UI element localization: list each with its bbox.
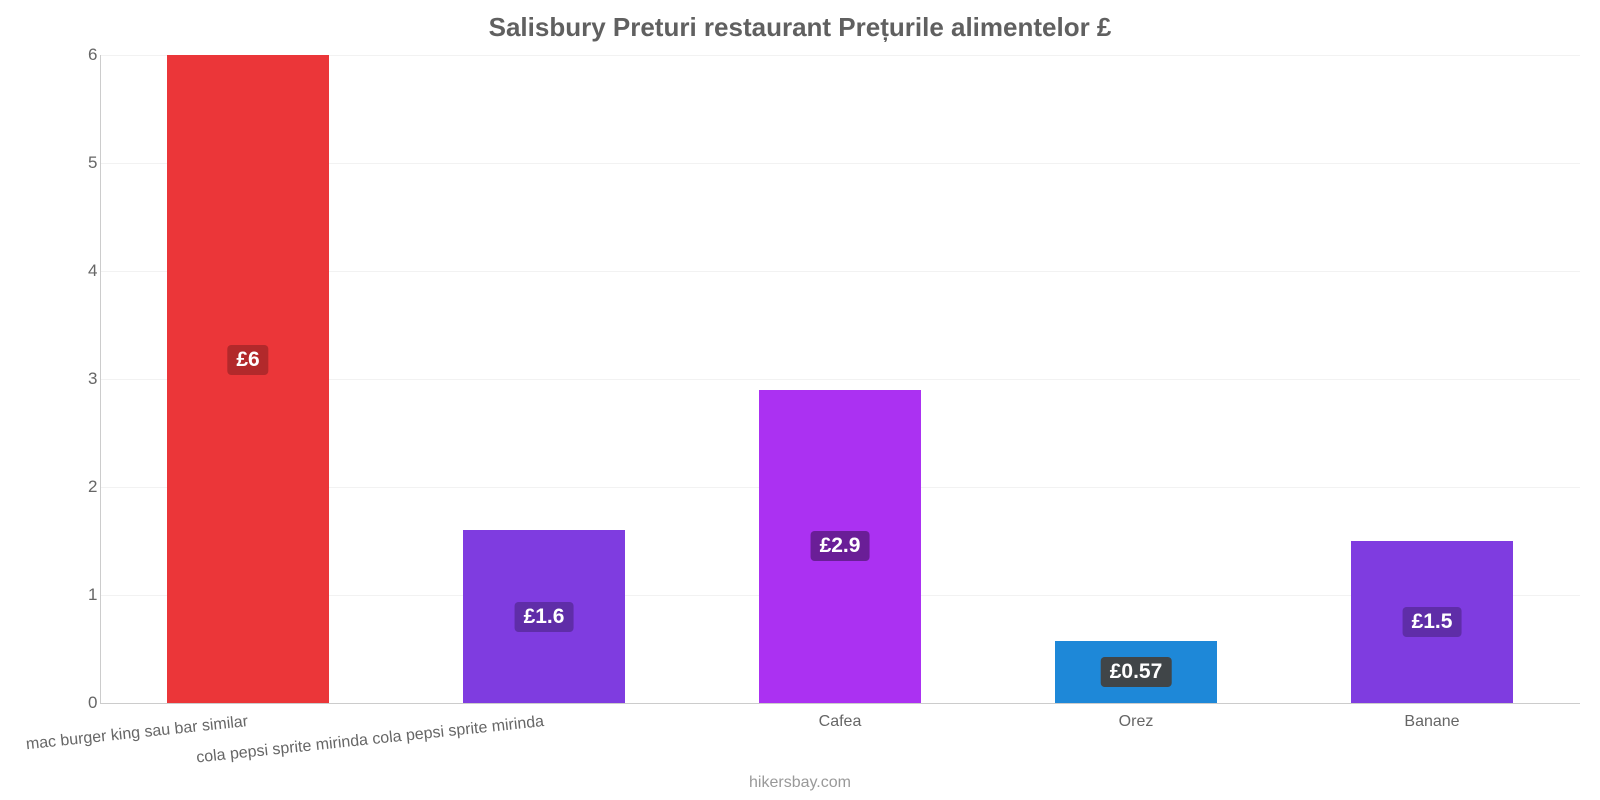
x-axis-line: [100, 703, 1580, 704]
x-tick-label: Banane: [1404, 713, 1459, 731]
plot-area: 0123456£6mac burger king sau bar similar…: [100, 55, 1580, 703]
x-tick-label: Orez: [1119, 713, 1154, 731]
bar-value-label: £1.5: [1403, 607, 1462, 637]
credit-text: hikersbay.com: [749, 774, 851, 792]
bar-value-label: £0.57: [1101, 657, 1172, 687]
bar-value-label: £6: [227, 345, 268, 375]
x-tick-label: Cafea: [819, 713, 862, 731]
bar: [167, 55, 330, 703]
price-bar-chart: Salisbury Preturi restaurant Prețurile a…: [0, 0, 1600, 800]
bar-value-label: £1.6: [515, 602, 574, 632]
y-axis-line: [100, 55, 101, 703]
bar-value-label: £2.9: [811, 531, 870, 561]
chart-title: Salisbury Preturi restaurant Prețurile a…: [0, 0, 1600, 43]
